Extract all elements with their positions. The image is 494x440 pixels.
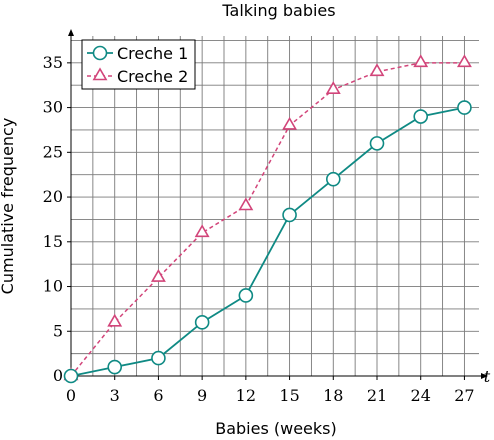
x-tick-label: 9 — [197, 386, 207, 405]
x-tick-label: 27 — [454, 386, 474, 405]
series-line-creche-1 — [70, 106, 465, 377]
data-point-creche-1 — [194, 315, 210, 330]
y-tick-labels: 0 5 10 15 20 25 30 35 — [43, 53, 63, 385]
data-point-creche-1 — [238, 288, 254, 303]
legend-item-creche-1: Creche 1 — [87, 44, 188, 63]
grid — [70, 36, 479, 377]
legend-label-creche-2: Creche 2 — [117, 67, 188, 86]
data-point-creche-2 — [369, 63, 385, 77]
y-tick-label: 0 — [53, 366, 63, 385]
x-tick-label: 18 — [323, 386, 343, 405]
y-tick-label: 15 — [43, 232, 63, 251]
y-tick-label: 10 — [43, 277, 63, 296]
data-point-creche-1 — [457, 100, 472, 115]
x-tick-label: 12 — [236, 386, 256, 405]
data-point-creche-1 — [151, 350, 166, 366]
y-tick-label: 35 — [43, 53, 63, 72]
chart-title: Talking babies — [221, 1, 335, 20]
y-tick-label: 25 — [43, 142, 63, 161]
x-tick-label: 21 — [367, 386, 387, 405]
y-axis-arrow — [68, 29, 74, 36]
x-axis-label: Babies (weeks) — [215, 419, 337, 438]
data-point-creche-2 — [150, 268, 166, 282]
y-axis-label: Cumulative frequency — [0, 118, 17, 295]
y-tick-label: 5 — [53, 321, 63, 340]
data-point-creche-2 — [456, 54, 472, 68]
data-point-creche-2 — [107, 313, 123, 327]
y-tick-label: 30 — [43, 98, 63, 117]
legend: Creche 1 Creche 2 — [81, 39, 196, 90]
axes — [67, 29, 488, 380]
data-point-creche-1 — [369, 136, 385, 151]
data-point-creche-1 — [107, 359, 123, 375]
x-axis-variable: t — [484, 367, 491, 386]
x-tick-label: 24 — [411, 386, 431, 405]
data-point-creche-1 — [282, 207, 297, 223]
series-creche-1 — [63, 100, 472, 384]
series-group — [63, 54, 472, 384]
data-point-creche-2 — [325, 81, 341, 94]
legend-marker-creche-2 — [92, 67, 108, 81]
x-tick-label: 3 — [110, 386, 120, 405]
legend-label-creche-1: Creche 1 — [117, 44, 188, 63]
series-creche-2 — [63, 54, 472, 381]
data-point-creche-1 — [63, 368, 79, 384]
data-point-creche-2 — [238, 197, 254, 211]
x-tick-labels: 0 3 6 9 12 15 18 21 24 27 — [66, 386, 475, 405]
data-point-creche-2 — [194, 224, 210, 238]
x-tick-label: 6 — [153, 386, 163, 405]
data-point-creche-2 — [413, 54, 429, 68]
data-point-creche-1 — [413, 109, 429, 124]
x-tick-label: 0 — [66, 386, 76, 405]
x-axis-arrow — [481, 373, 488, 379]
data-point-creche-2 — [282, 116, 298, 130]
y-tick-label: 20 — [43, 187, 63, 206]
legend-marker-creche-1 — [92, 45, 108, 61]
legend-item-creche-2: Creche 2 — [87, 67, 188, 86]
data-point-creche-1 — [325, 171, 341, 187]
series-line-creche-2 — [70, 62, 465, 377]
x-tick-label: 15 — [279, 386, 299, 405]
